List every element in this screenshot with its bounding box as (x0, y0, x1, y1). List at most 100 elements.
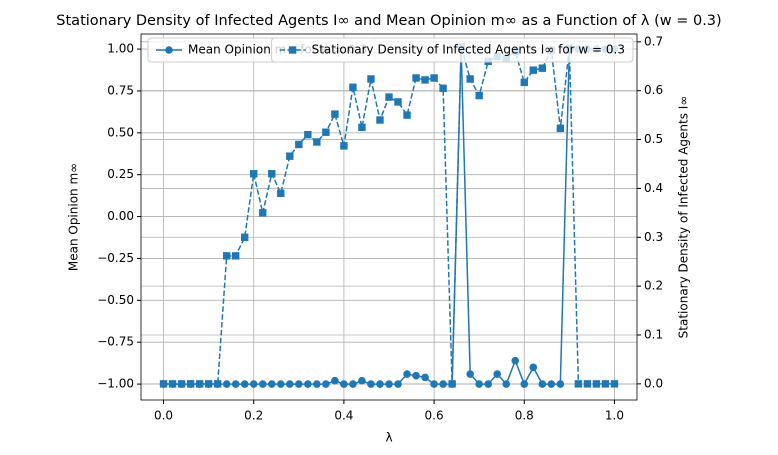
data-point (538, 380, 547, 388)
legend-marker (288, 46, 297, 54)
data-point (249, 380, 258, 388)
data-point (213, 380, 222, 388)
data-point (304, 130, 312, 139)
data-point (403, 111, 411, 119)
data-point (204, 380, 213, 388)
data-point (367, 75, 375, 83)
data-point (195, 380, 204, 388)
data-point (448, 380, 456, 388)
data-point (493, 370, 502, 378)
data-point (466, 75, 474, 83)
data-point (376, 116, 384, 124)
data-point (439, 380, 447, 388)
data-point (556, 380, 565, 388)
y2-tick-label: 0.6 (644, 83, 663, 97)
data-point (484, 380, 493, 388)
y-tick-label: 1.00 (107, 42, 134, 56)
data-point (268, 170, 276, 178)
data-point (466, 370, 474, 378)
data-point (574, 380, 583, 388)
x-axis-label: λ (385, 431, 392, 445)
data-point (385, 93, 393, 101)
data-point (538, 64, 547, 72)
data-point (313, 138, 321, 146)
data-point (556, 124, 565, 133)
data-point (259, 209, 267, 217)
data-point (583, 380, 592, 388)
y-tick-label: −1.00 (97, 377, 134, 391)
x-tick-label: 0.4 (334, 409, 353, 423)
data-point (376, 380, 384, 388)
data-point (222, 380, 231, 388)
y-tick-label: 0.25 (107, 167, 134, 181)
legend-box (271, 37, 634, 63)
data-point (349, 380, 357, 388)
plot-frame (140, 33, 638, 401)
data-point (412, 371, 420, 380)
data-point (430, 380, 438, 388)
data-point (240, 380, 249, 388)
data-point (601, 380, 610, 388)
data-point (286, 380, 294, 388)
data-point (520, 78, 528, 87)
y-tick-label: 0.75 (107, 83, 134, 97)
x-tick-label: 1.0 (605, 409, 624, 423)
data-point (520, 380, 529, 388)
data-point (592, 380, 601, 388)
data-point (186, 380, 195, 388)
data-point (502, 380, 511, 388)
data-point (358, 123, 366, 132)
data-point (159, 380, 168, 388)
y2-tick-label: 0.1 (644, 328, 663, 342)
data-point (358, 376, 366, 385)
data-point (267, 380, 276, 388)
data-point (322, 380, 330, 388)
data-point (475, 380, 483, 388)
data-point (295, 140, 303, 149)
data-point (286, 152, 294, 160)
legend: Stationary Density of Infected Agents I∞… (271, 37, 634, 63)
data-point (394, 98, 402, 106)
chart-title: Stationary Density of Infected Agents I∞… (56, 13, 721, 29)
y2-tick-label: 0.4 (644, 181, 663, 195)
data-point (385, 380, 393, 388)
data-point (421, 373, 429, 382)
data-point (322, 128, 330, 136)
data-point (403, 370, 411, 378)
y2-tick-label: 0.7 (644, 34, 663, 48)
data-point (241, 233, 249, 241)
y-tick-label: −0.25 (97, 251, 134, 265)
data-point (547, 380, 556, 388)
x-tick-label: 0.6 (425, 409, 444, 423)
x-tick-label: 0.0 (154, 409, 173, 423)
data-point (231, 252, 240, 260)
y2-tick-label: 0.2 (644, 279, 663, 293)
data-point (276, 380, 285, 388)
y2-tick-label: 0.3 (644, 230, 663, 244)
data-point (304, 380, 312, 388)
data-point (340, 380, 348, 388)
y-tick-label: −0.75 (97, 335, 134, 349)
data-point (412, 74, 420, 82)
grid (141, 34, 637, 400)
data-point (340, 142, 348, 150)
data-point (250, 170, 258, 178)
y-tick-label: 0.50 (107, 125, 134, 139)
data-point (313, 380, 321, 388)
data-point (439, 84, 447, 92)
data-point (258, 380, 267, 388)
data-point (511, 356, 520, 365)
legend-label: Stationary Density of Infected Agents I∞… (312, 43, 625, 57)
y-axis-label: Mean Opinion m∞ (67, 163, 81, 271)
data-point (421, 76, 429, 84)
data-point (331, 376, 339, 385)
data-point (295, 380, 303, 388)
data-point (277, 189, 285, 198)
data-point (367, 380, 375, 388)
data-point (349, 83, 357, 91)
legend-marker (165, 46, 173, 54)
x-tick-label: 0.8 (515, 409, 534, 423)
data-point (430, 74, 438, 82)
